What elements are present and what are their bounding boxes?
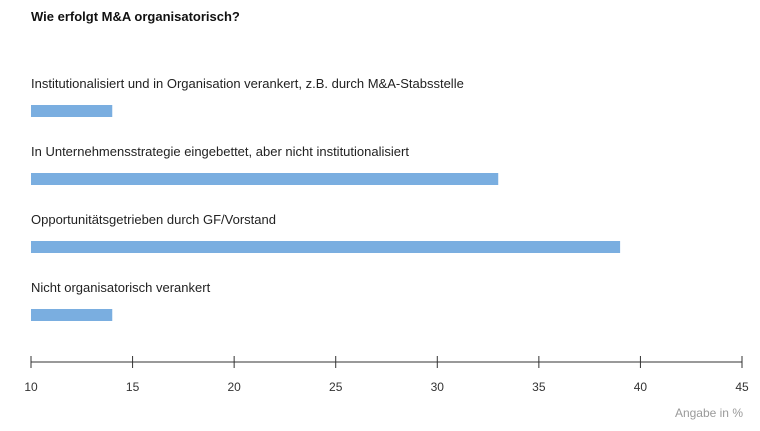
- chart-title: Wie erfolgt M&A organisatorisch?: [31, 9, 240, 24]
- x-tick-label: 35: [532, 380, 546, 394]
- unit-label: Angabe in %: [675, 406, 743, 420]
- category-label: In Unternehmensstrategie eingebettet, ab…: [31, 144, 409, 159]
- bar: [31, 309, 113, 321]
- category-label: Nicht organisatorisch verankert: [31, 280, 211, 295]
- x-tick-label: 15: [126, 380, 140, 394]
- category-label: Institutionalisiert und in Organisation …: [31, 76, 464, 91]
- category-labels: Institutionalisiert und in Organisation …: [31, 76, 464, 295]
- bar: [31, 241, 621, 253]
- x-tick-label: 40: [634, 380, 648, 394]
- bar: [31, 105, 113, 117]
- x-tick-label: 10: [24, 380, 38, 394]
- category-label: Opportunitätsgetrieben durch GF/Vorstand: [31, 212, 276, 227]
- x-axis: 10 15 20 25 30 35 40 45: [24, 356, 749, 394]
- bars: [31, 105, 621, 321]
- bar: [31, 173, 499, 185]
- x-tick-label: 30: [431, 380, 445, 394]
- x-tick-label: 25: [329, 380, 343, 394]
- x-tick-label: 20: [227, 380, 241, 394]
- x-tick-label: 45: [735, 380, 749, 394]
